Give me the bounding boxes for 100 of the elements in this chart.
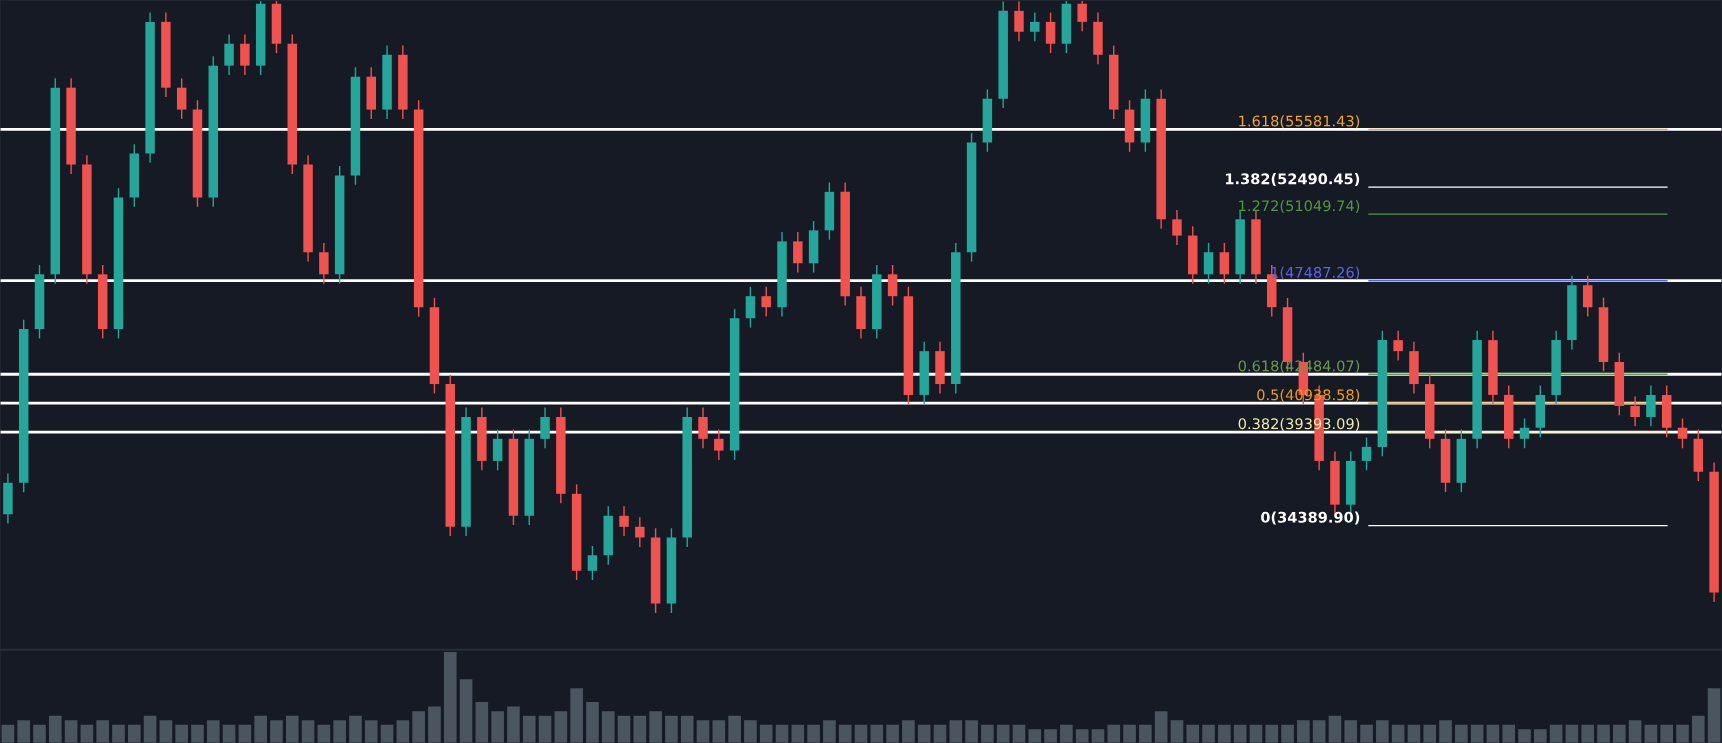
bar	[1597, 724, 1610, 743]
candlestick	[240, 33, 250, 76]
candlestick	[1630, 395, 1640, 428]
bar	[1455, 724, 1468, 743]
candlestick	[1582, 275, 1593, 318]
bar	[1612, 724, 1626, 743]
candlestick	[224, 33, 234, 76]
bar	[1376, 720, 1389, 743]
bar	[649, 711, 662, 743]
bar	[1075, 729, 1089, 743]
bar	[64, 720, 78, 743]
candlestick	[1646, 384, 1656, 428]
candlestick	[1203, 242, 1214, 285]
candlestick	[635, 516, 645, 548]
candlestick	[1361, 436, 1372, 471]
candlestick	[619, 505, 629, 537]
bar	[1502, 724, 1516, 743]
candlestick	[1219, 242, 1230, 285]
bar	[886, 724, 899, 743]
candlestick	[587, 545, 598, 581]
bar	[349, 715, 362, 743]
bar	[902, 720, 915, 743]
candlestick	[1014, 0, 1024, 42]
bar	[807, 724, 820, 743]
candlestick	[176, 77, 187, 120]
bar	[633, 715, 647, 743]
bar	[1676, 724, 1689, 743]
bar	[1044, 729, 1057, 743]
candlestick	[761, 286, 771, 318]
ref-line-label: 0(34389.90)	[1261, 511, 1360, 525]
ref-line-label: 1.382(52490.45)	[1226, 173, 1360, 187]
candlestick	[887, 264, 898, 307]
bar	[1107, 724, 1121, 743]
candlestick	[540, 406, 550, 449]
bar	[728, 715, 741, 743]
candlestick	[492, 428, 503, 471]
bar	[254, 715, 267, 743]
bar	[601, 711, 615, 743]
bar	[823, 720, 836, 743]
bar	[1139, 724, 1152, 743]
bar	[191, 724, 204, 743]
bar	[965, 720, 978, 743]
bar	[507, 706, 520, 743]
bar	[48, 715, 62, 743]
bar	[1439, 720, 1452, 743]
candlestick	[1030, 11, 1040, 42]
bar	[143, 715, 157, 743]
bar	[1707, 688, 1721, 743]
bar	[680, 715, 694, 743]
candlestick	[793, 231, 803, 274]
bar	[112, 724, 125, 743]
bar	[206, 720, 220, 743]
candlestick	[1172, 209, 1182, 246]
candlestick	[1045, 11, 1056, 54]
bar	[1218, 724, 1231, 743]
bar	[759, 724, 773, 743]
candlestick	[698, 406, 708, 449]
ref-line-label: 1.618(55581.43)	[1239, 115, 1360, 129]
bar	[538, 715, 552, 743]
bar	[870, 724, 884, 743]
bar	[1028, 729, 1042, 743]
bar	[1154, 711, 1168, 743]
bar	[981, 724, 994, 743]
bar	[570, 688, 583, 743]
bar	[1628, 720, 1642, 743]
bar	[744, 720, 757, 743]
bar	[1060, 724, 1073, 743]
bar	[586, 702, 599, 743]
bar	[1423, 724, 1437, 743]
bar	[791, 724, 805, 743]
bar	[1660, 724, 1674, 743]
bar	[459, 679, 473, 743]
candlestick	[319, 242, 329, 285]
ref-line-label: 1.272(51049.74)	[1239, 200, 1360, 213]
candlestick	[1393, 330, 1403, 362]
bar	[1091, 729, 1105, 743]
candlestick	[1519, 417, 1530, 449]
bar	[949, 720, 963, 743]
bar	[996, 724, 1010, 743]
candlestick	[745, 286, 756, 329]
bar	[1534, 729, 1547, 743]
bar	[175, 724, 188, 743]
bar	[917, 724, 931, 743]
bar	[696, 720, 710, 743]
bar	[96, 720, 110, 743]
bar	[838, 724, 852, 743]
bar	[1123, 724, 1136, 743]
bar	[364, 720, 378, 743]
bar	[285, 715, 299, 743]
bar	[522, 715, 536, 743]
bar	[17, 720, 31, 743]
bar	[1360, 724, 1373, 743]
bar	[1518, 729, 1531, 743]
bar	[491, 711, 504, 743]
bar	[1312, 720, 1326, 743]
bar	[1328, 715, 1342, 743]
bar	[443, 651, 457, 743]
bar	[617, 715, 631, 743]
bar	[127, 724, 141, 743]
bar	[33, 724, 46, 743]
